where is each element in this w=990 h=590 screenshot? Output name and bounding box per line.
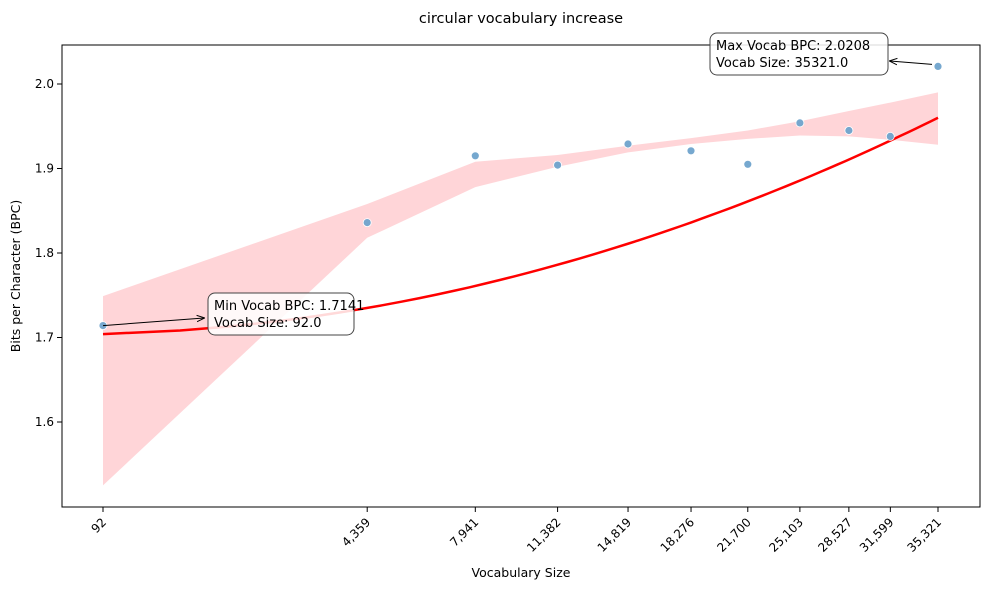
regression-line xyxy=(102,116,939,336)
y-tick-label: 1.8 xyxy=(35,246,54,260)
y-tick-label: 1.7 xyxy=(35,331,54,345)
x-axis-label: Vocabulary Size xyxy=(472,565,571,580)
data-point xyxy=(743,159,753,169)
annotation-box xyxy=(207,292,355,336)
annotations-layer: Min Vocab BPC: 1.7141 Vocab Size: 92.0 Max… xyxy=(102,32,933,336)
annotation-text: Min Vocab BPC: 1.7141 xyxy=(214,299,364,314)
y-tick-label: 2.0 xyxy=(35,77,54,91)
data-point xyxy=(795,118,805,128)
data-point xyxy=(362,218,372,228)
y-tick-label: 1.9 xyxy=(35,162,54,176)
chart-title: circular vocabulary increase xyxy=(419,11,623,27)
data-point xyxy=(553,160,562,170)
confidence-band-layer xyxy=(103,92,938,486)
data-point xyxy=(844,126,854,135)
y-tick-label: 1.6 xyxy=(35,415,54,429)
data-point xyxy=(623,139,633,149)
data-points-layer xyxy=(98,62,943,331)
y-axis-label: Bits per Character (BPC) xyxy=(8,200,23,352)
annotation-arrow xyxy=(102,318,204,327)
y-axis-ticks: 1.6 1.7 1.8 1.9 2.0 xyxy=(35,77,62,429)
annotation-arrow xyxy=(890,61,933,64)
data-point xyxy=(470,151,480,161)
annotation-text: Max Vocab BPC: 2.0208 xyxy=(716,39,870,54)
plot-frame xyxy=(61,44,981,508)
annotation-text: Vocab Size: 92.0 xyxy=(214,316,321,331)
confidence-band xyxy=(103,92,938,486)
annotation-box xyxy=(709,32,889,76)
data-point xyxy=(933,62,943,71)
annotation-text: Vocab Size: 35321.0 xyxy=(716,56,848,71)
data-point xyxy=(686,146,696,156)
data-point xyxy=(885,131,895,141)
fit-line-layer xyxy=(102,116,939,336)
